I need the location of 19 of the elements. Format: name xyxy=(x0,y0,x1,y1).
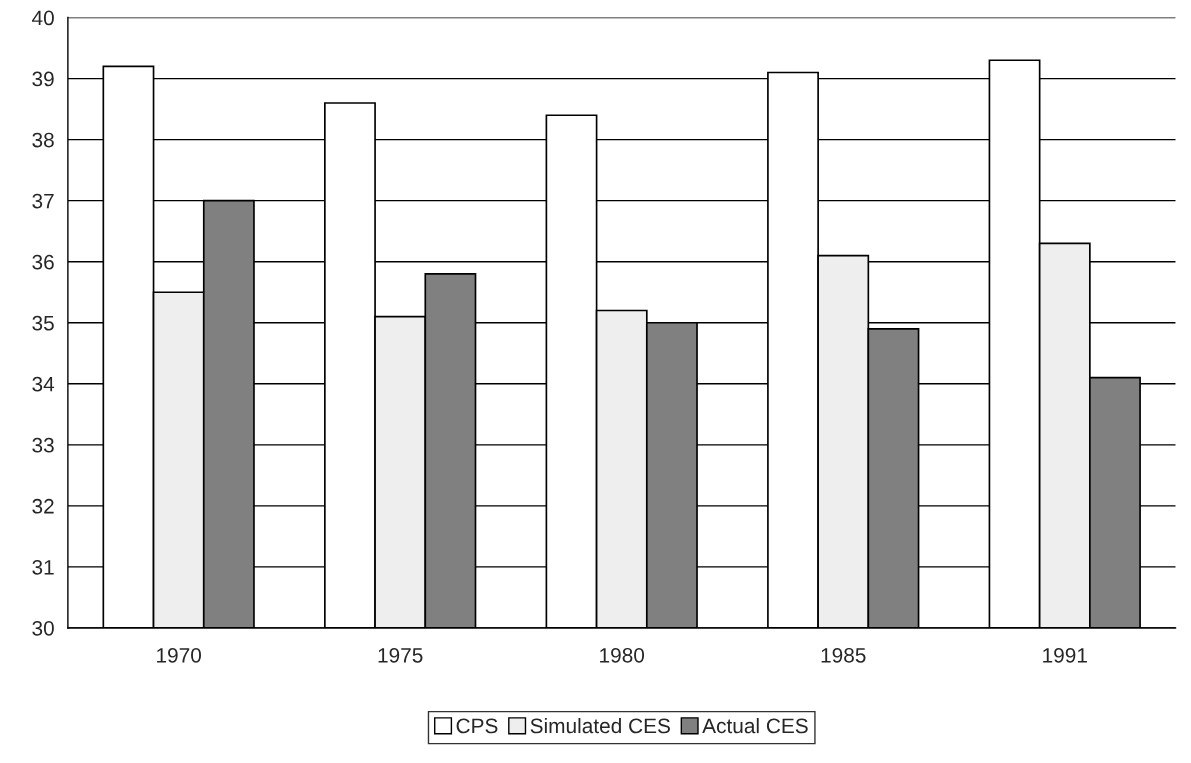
x-tick-label: 1985 xyxy=(821,647,866,663)
legend-label: CPS xyxy=(456,718,498,734)
y-tick-label: 37 xyxy=(32,193,54,209)
y-tick-label: 40 xyxy=(32,10,54,26)
y-tick-label: 33 xyxy=(32,437,54,453)
x-tick-label: 1980 xyxy=(600,647,645,663)
legend-label: Actual CES xyxy=(702,717,808,734)
x-tick-label: 1975 xyxy=(378,647,423,663)
y-tick-label: 38 xyxy=(32,132,54,148)
y-tick-label: 34 xyxy=(32,376,55,392)
legend-label: Simulated CES xyxy=(530,717,670,734)
y-tick-label: 35 xyxy=(32,315,54,331)
y-tick-label: 30 xyxy=(32,620,54,636)
x-tick-label: 1991 xyxy=(1043,647,1087,663)
y-tick-label: 32 xyxy=(32,498,54,514)
y-tick-label: 36 xyxy=(32,254,54,270)
y-tick-label: 39 xyxy=(32,71,54,87)
x-tick-label: 1970 xyxy=(157,647,202,663)
y-tick-label: 31 xyxy=(32,559,54,575)
